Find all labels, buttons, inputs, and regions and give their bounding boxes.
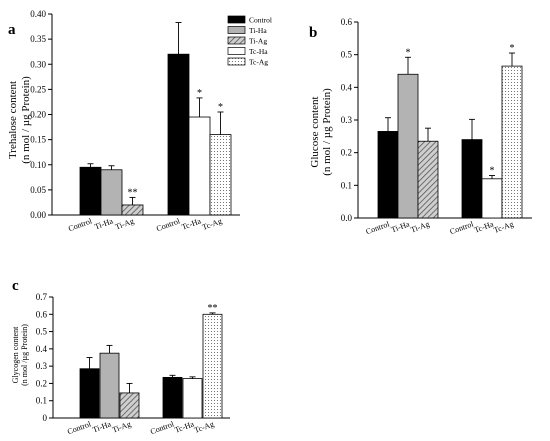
- y-tick-label: 0.6: [341, 17, 353, 27]
- category-label: Control: [149, 419, 176, 436]
- panel-a: 0.00 0.05 0.10 0.15 0.20 0.25 0.30 0.35 0.40 Cont…: [30, 9, 240, 233]
- y-tick-label: 0.2: [36, 378, 47, 388]
- legend-swatch: [227, 36, 246, 45]
- bar-control: [79, 166, 102, 216]
- ylabel-b-line1: Glucose content: [309, 96, 321, 167]
- legend-swatch: [227, 47, 246, 55]
- significance-marker: **: [208, 303, 218, 314]
- significance-marker: **: [128, 187, 138, 198]
- bar-control: [461, 139, 483, 219]
- y-tick-label: 0.00: [30, 210, 46, 220]
- y-tick-label: 0.15: [30, 135, 46, 145]
- bar-control: [79, 368, 100, 419]
- y-tick-label: 0.30: [30, 59, 46, 69]
- legend-swatch: [227, 15, 246, 24]
- significance-marker: *: [490, 166, 495, 177]
- y-tick-label: 0.3: [341, 115, 353, 125]
- significance-marker: *: [406, 47, 411, 58]
- bar-control: [162, 376, 183, 419]
- category-label: Tc-Ha: [180, 216, 202, 231]
- y-tick-label: 0.40: [30, 9, 46, 19]
- y-tick-label: 0: [43, 413, 48, 423]
- legend-label: Tc-Ha: [249, 47, 268, 56]
- bar-tc-ag: [202, 313, 223, 419]
- category-label: Control: [66, 419, 93, 436]
- category-label: Control: [155, 216, 182, 233]
- y-tick-label: 0.10: [30, 160, 46, 170]
- y-tick-label: 0.4: [341, 82, 353, 92]
- y-tick-label: 0.5: [341, 50, 353, 60]
- y-tick-label: 0.2: [341, 148, 352, 158]
- bar-ti-ag: [417, 140, 439, 219]
- y-tick-label: 0.3: [36, 361, 48, 371]
- y-tick-label: 0.0: [341, 213, 353, 223]
- category-label: Tc-Ag: [493, 219, 515, 234]
- category-label: Control: [449, 219, 476, 236]
- legend-label: Control: [249, 16, 272, 25]
- bar-ti-ha: [100, 169, 123, 216]
- significance-marker: *: [197, 88, 202, 99]
- legend-label: Ti-Ag: [249, 37, 267, 46]
- ylabel-a-line1: Trehalose content: [7, 81, 19, 159]
- y-tick-label: 0.05: [30, 185, 46, 195]
- category-label: Ti-Ha: [91, 419, 112, 434]
- y-tick-label: 0.20: [30, 110, 46, 120]
- category-label: Ti-Ha: [93, 216, 114, 231]
- bar-ti-ag: [119, 392, 140, 419]
- significance-marker: *: [218, 102, 223, 113]
- y-tick-label: 0.25: [30, 84, 46, 94]
- panel-letter-b: b: [309, 25, 317, 41]
- category-label: Tc-Ag: [193, 419, 215, 434]
- y-tick-label: 0.35: [30, 34, 46, 44]
- bar-ti-ag: [121, 204, 144, 216]
- bar-tc-ha: [188, 116, 211, 216]
- y-tick-label: 0.6: [36, 309, 48, 319]
- legend-label: Ti-Ha: [249, 26, 267, 35]
- bar-control: [377, 131, 399, 219]
- bar-tc-ha: [182, 378, 203, 419]
- bar-tc-ag: [501, 65, 523, 219]
- ylabel-c-line2: (n mol /µg Protein): [20, 324, 29, 386]
- bar-tc-ag: [209, 134, 232, 216]
- bar-tc-ha: [481, 178, 503, 219]
- category-label: Ti-Ag: [114, 216, 135, 231]
- y-tick-label: 0.1: [36, 396, 47, 406]
- ylabel-c-line1: Glycogen content: [11, 326, 20, 383]
- ylabel-b-line2: (n mol / µg Protein): [321, 88, 333, 176]
- category-label: Control: [365, 219, 392, 236]
- ylabel-a-line2: (n mol / µg Protein): [20, 76, 32, 164]
- legend-swatch: [227, 26, 246, 34]
- category-label: Tc-Ag: [201, 216, 223, 231]
- panel-letter-a: a: [8, 22, 16, 38]
- bar-ti-ha: [99, 352, 120, 419]
- category-label: Control: [67, 216, 94, 233]
- category-label: Ti-Ha: [390, 219, 411, 234]
- y-tick-label: 0.5: [36, 327, 48, 337]
- category-label: Ti-Ag: [409, 219, 430, 234]
- y-tick-label: 0.1: [341, 180, 352, 190]
- legend-swatch: [227, 57, 246, 66]
- bar-control: [167, 53, 190, 216]
- legend-label: Tc-Ag: [249, 58, 268, 67]
- y-tick-label: 0.4: [36, 344, 48, 354]
- panel-letter-c: c: [12, 278, 19, 294]
- y-tick-label: 0.7: [36, 292, 48, 302]
- bar-ti-ha: [397, 73, 419, 219]
- significance-marker: *: [510, 43, 515, 54]
- category-label: Ti-Ag: [111, 419, 132, 434]
